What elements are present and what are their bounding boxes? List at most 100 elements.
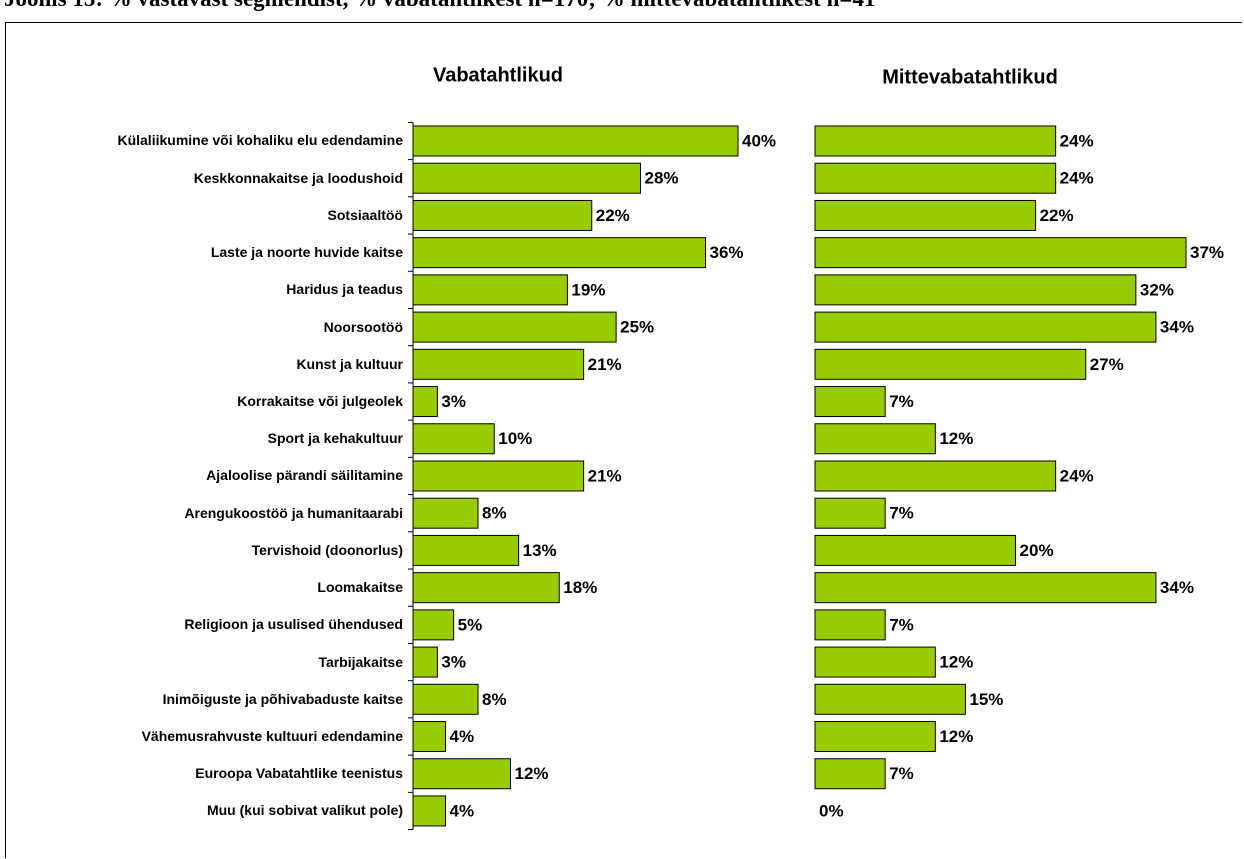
value-label: 0% bbox=[819, 801, 844, 820]
bar bbox=[412, 758, 511, 790]
category-label: Arengukoostöö ja humanitaarabi bbox=[184, 504, 403, 521]
bar bbox=[412, 237, 706, 269]
category-label: Keskkonnakaitse ja loodushoid bbox=[193, 169, 403, 186]
bar bbox=[412, 534, 520, 566]
bar bbox=[412, 795, 446, 827]
bar bbox=[814, 572, 1157, 604]
value-label: 28% bbox=[645, 169, 679, 188]
category-label: Loomakaitse bbox=[317, 579, 403, 596]
value-label: 36% bbox=[710, 243, 744, 262]
category-label: Laste ja noorte huvide kaitse bbox=[210, 244, 403, 261]
value-label: 12% bbox=[939, 429, 973, 448]
bar bbox=[412, 311, 617, 343]
value-label: 40% bbox=[742, 131, 776, 150]
value-label: 5% bbox=[458, 615, 483, 634]
panel-title: Mittevabatahtlikud bbox=[882, 66, 1058, 88]
value-label: 21% bbox=[588, 355, 622, 374]
category-label: Euroopa Vabatahtlike teenistus bbox=[195, 765, 403, 782]
bar bbox=[412, 646, 438, 678]
bar bbox=[814, 348, 1087, 380]
bar bbox=[412, 348, 585, 380]
category-label: Ajaloolise pärandi säilitamine bbox=[206, 467, 403, 484]
bar bbox=[412, 609, 455, 641]
bar bbox=[412, 460, 585, 492]
value-label: 7% bbox=[889, 392, 914, 411]
bar bbox=[814, 125, 1057, 157]
bar bbox=[412, 162, 641, 194]
value-label: 25% bbox=[620, 318, 654, 337]
bar bbox=[814, 646, 936, 678]
value-label: 22% bbox=[596, 206, 630, 225]
bar bbox=[412, 572, 560, 604]
value-label: 3% bbox=[441, 392, 466, 411]
bar bbox=[412, 721, 446, 753]
bar bbox=[814, 497, 886, 529]
category-label: Religioon ja usulised ühendused bbox=[184, 616, 403, 633]
value-label: 12% bbox=[515, 764, 549, 783]
bar bbox=[412, 497, 479, 529]
value-label: 15% bbox=[969, 690, 1003, 709]
bar bbox=[412, 199, 593, 231]
value-label: 34% bbox=[1160, 578, 1194, 597]
value-label: 7% bbox=[889, 764, 914, 783]
bar bbox=[814, 460, 1057, 492]
bar bbox=[814, 311, 1157, 343]
category-label: Tervishoid (doonorlus) bbox=[251, 541, 403, 558]
bar bbox=[412, 274, 568, 306]
bar bbox=[412, 423, 495, 455]
bar bbox=[814, 423, 936, 455]
category-label: Muu (kui sobivat valikut pole) bbox=[206, 802, 403, 819]
value-label: 22% bbox=[1040, 206, 1074, 225]
bar bbox=[814, 199, 1037, 231]
category-label: Inimõiguste ja põhivabaduste kaitse bbox=[162, 690, 403, 707]
value-label: 24% bbox=[1060, 131, 1094, 150]
value-label: 20% bbox=[1020, 541, 1054, 560]
value-label: 27% bbox=[1090, 355, 1124, 374]
category-label: Sport ja kehakultuur bbox=[267, 430, 403, 447]
bar bbox=[412, 386, 438, 418]
bar bbox=[814, 758, 886, 790]
category-label: Tarbijakaitse bbox=[318, 653, 403, 670]
value-label: 24% bbox=[1060, 466, 1094, 485]
value-label: 12% bbox=[939, 727, 973, 746]
bar bbox=[814, 274, 1137, 306]
bar bbox=[814, 162, 1057, 194]
value-label: 13% bbox=[523, 541, 557, 560]
value-label: 8% bbox=[482, 690, 507, 709]
value-label: 10% bbox=[498, 429, 532, 448]
category-label: Korrakaitse või julgeolek bbox=[237, 393, 403, 410]
value-label: 32% bbox=[1140, 280, 1174, 299]
value-label: 18% bbox=[563, 578, 597, 597]
category-label: Sotsiaaltöö bbox=[327, 206, 403, 223]
bar bbox=[814, 683, 966, 715]
category-label: Kunst ja kultuur bbox=[296, 355, 403, 372]
value-label: 34% bbox=[1160, 318, 1194, 337]
bar bbox=[412, 125, 739, 157]
value-label: 4% bbox=[450, 727, 475, 746]
value-label: 3% bbox=[441, 653, 466, 672]
category-label: Külaliikumine või kohaliku elu edendamin… bbox=[117, 132, 403, 149]
category-label: Haridus ja teadus bbox=[286, 281, 403, 298]
value-label: 37% bbox=[1190, 243, 1224, 262]
figure-title: Joonis 13: % vastavast segmendist, % vab… bbox=[4, 0, 875, 12]
panel-title: Vabatahtlikud bbox=[433, 64, 563, 86]
value-label: 19% bbox=[571, 280, 605, 299]
bar bbox=[814, 721, 936, 753]
value-label: 4% bbox=[450, 801, 475, 820]
value-label: 24% bbox=[1060, 169, 1094, 188]
bar bbox=[814, 386, 886, 418]
bar bbox=[814, 609, 886, 641]
bar bbox=[814, 237, 1187, 269]
frame bbox=[5, 22, 1242, 858]
category-label: Noorsootöö bbox=[323, 318, 403, 335]
value-label: 12% bbox=[939, 653, 973, 672]
value-label: 7% bbox=[889, 504, 914, 523]
value-label: 7% bbox=[889, 615, 914, 634]
bar bbox=[814, 534, 1017, 566]
category-label: Vähemusrahvuste kultuuri edendamine bbox=[141, 728, 403, 745]
bar bbox=[412, 683, 479, 715]
value-label: 21% bbox=[588, 466, 622, 485]
value-label: 8% bbox=[482, 504, 507, 523]
